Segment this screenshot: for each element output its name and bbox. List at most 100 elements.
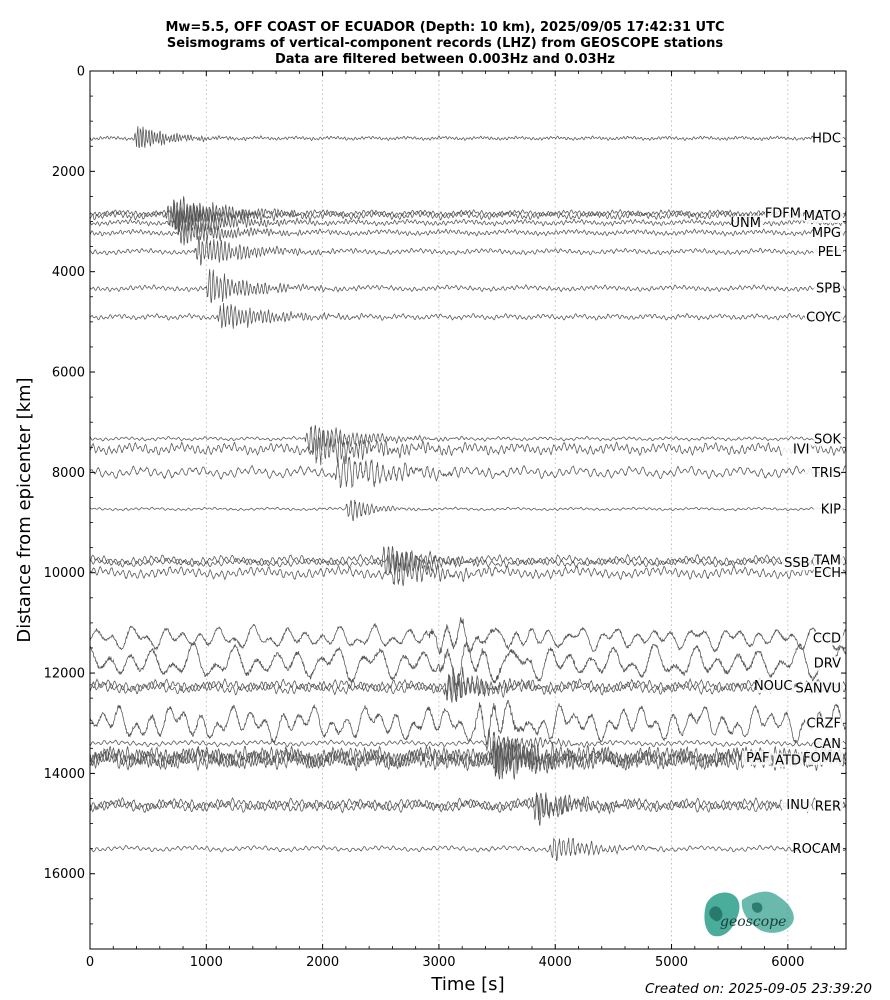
y-tick-label: 10000 <box>44 566 85 581</box>
station-label-foma: FOMA <box>803 751 841 766</box>
station-label-bg <box>813 226 843 241</box>
trace-crzf <box>90 700 846 745</box>
y-tick-label: 6000 <box>52 366 85 381</box>
y-tick-label: 0 <box>77 65 85 80</box>
trace-drv <box>90 641 846 690</box>
station-label-bg <box>796 681 843 696</box>
title-line-3: Data are filtered between 0.003Hz and 0.… <box>275 52 615 67</box>
trace-mato <box>90 202 846 230</box>
chart-title: Mw=5.5, OFF COAST OF ECUADOR (Depth: 10 … <box>165 20 724 67</box>
station-label-spb: SPB <box>816 282 841 297</box>
station-label-atd: ATD <box>775 753 801 768</box>
trace-ivi <box>90 429 846 466</box>
logo-text: geoscope <box>720 914 786 930</box>
title-line-1: Mw=5.5, OFF COAST OF ECUADOR (Depth: 10 … <box>165 20 724 35</box>
trace-ssb <box>90 546 846 576</box>
x-tick-label: 4000 <box>539 955 572 970</box>
x-tick-label: 3000 <box>422 955 455 970</box>
x-tick-label: 1000 <box>190 955 223 970</box>
station-label-bg <box>756 679 795 694</box>
station-label-bg <box>813 736 843 751</box>
trace-nouc <box>90 666 846 701</box>
station-label-mato: MATO <box>804 209 841 224</box>
y-tick-label: 4000 <box>52 265 85 280</box>
x-tick-label: 2000 <box>306 955 339 970</box>
station-label-bg <box>813 131 843 146</box>
station-label-bg <box>813 432 843 447</box>
trace-rocam <box>90 837 846 862</box>
station-label-ech: ECH <box>814 566 841 581</box>
station-label-paf: PAF <box>746 751 769 766</box>
station-label-crzf: CRZF <box>807 717 842 732</box>
x-tick-label: 5000 <box>655 955 688 970</box>
trace-hdc <box>90 126 846 149</box>
station-label-bg <box>765 206 803 221</box>
geoscope-logo: geoscope <box>704 891 794 937</box>
trace-ech <box>90 556 846 586</box>
trace-kip <box>90 499 846 521</box>
station-label-ccd: CCD <box>813 631 841 646</box>
station-label-bg <box>742 750 772 765</box>
y-tick-label: 14000 <box>44 767 85 782</box>
x-tick-label: 0 <box>86 955 94 970</box>
seismogram-traces <box>90 126 846 862</box>
station-label-bg <box>813 799 843 814</box>
station-label-nouc: NOUC <box>754 679 793 694</box>
station-label-bg <box>813 281 843 296</box>
station-label-bg <box>813 656 843 671</box>
trace-can <box>90 728 846 758</box>
trace-sok <box>90 424 846 453</box>
trace-ccd <box>90 617 846 656</box>
trace-unm <box>90 207 846 237</box>
created-timestamp: Created on: 2025-09-05 23:39:20 <box>644 981 872 997</box>
x-tick-label: 6000 <box>771 955 804 970</box>
station-label-bg <box>813 553 843 568</box>
station-label-bg <box>782 556 812 571</box>
y-tick-label: 2000 <box>52 165 85 180</box>
station-label-bg <box>773 753 803 768</box>
station-label-bg <box>805 465 843 480</box>
station-label-bg <box>733 216 763 231</box>
plot-frame <box>89 70 847 950</box>
station-label-bg <box>813 502 843 517</box>
station-label-bg <box>813 566 843 581</box>
station-label-bg <box>805 750 843 765</box>
station-label-inu: INU <box>786 798 809 813</box>
x-grid <box>205 71 789 949</box>
station-label-ssb: SSB <box>784 556 809 571</box>
station-label-bg <box>782 442 812 457</box>
station-label-bg <box>805 208 843 223</box>
station-label-tris: TRIS <box>811 466 841 481</box>
station-label-rer: RER <box>815 800 841 815</box>
station-label-ivi: IVI <box>793 442 810 457</box>
station-label-sanvu: SANVU <box>795 682 841 697</box>
station-label-coyc: COYC <box>806 310 841 325</box>
station-label-drv: DRV <box>814 657 841 672</box>
logo-globe-right <box>741 891 794 933</box>
station-label-pel: PEL <box>818 245 842 260</box>
station-label-hdc: HDC <box>812 132 841 147</box>
trace-tris <box>90 455 846 489</box>
station-label-mpg: MPG <box>812 226 841 241</box>
trace-mpg <box>90 221 846 246</box>
station-label-bg <box>782 798 812 813</box>
trace-spb <box>90 269 846 303</box>
station-label-kip: KIP <box>821 502 841 517</box>
station-label-bg <box>805 716 843 731</box>
station-label-sok: SOK <box>814 432 841 447</box>
axis-ticks: 0 1000 2000 3000 4000 5000 6000 0 2000 4000 6000 80… <box>44 65 846 970</box>
y-tick-label: 16000 <box>44 867 85 882</box>
trace-pel <box>90 235 846 266</box>
station-label-tam: TAM <box>813 554 841 569</box>
station-label-unm: UNM <box>731 216 761 231</box>
station-label-bg <box>805 310 843 325</box>
station-label-bg <box>813 631 843 646</box>
trace-coyc <box>90 302 846 329</box>
y-axis-label: Distance from epicenter [km] <box>14 377 35 642</box>
trace-paf <box>90 737 846 780</box>
station-label-rocam: ROCAM <box>793 842 841 857</box>
y-tick-label: 8000 <box>52 466 85 481</box>
y-tick-label: 12000 <box>44 667 85 682</box>
trace-fdfm <box>90 195 846 233</box>
